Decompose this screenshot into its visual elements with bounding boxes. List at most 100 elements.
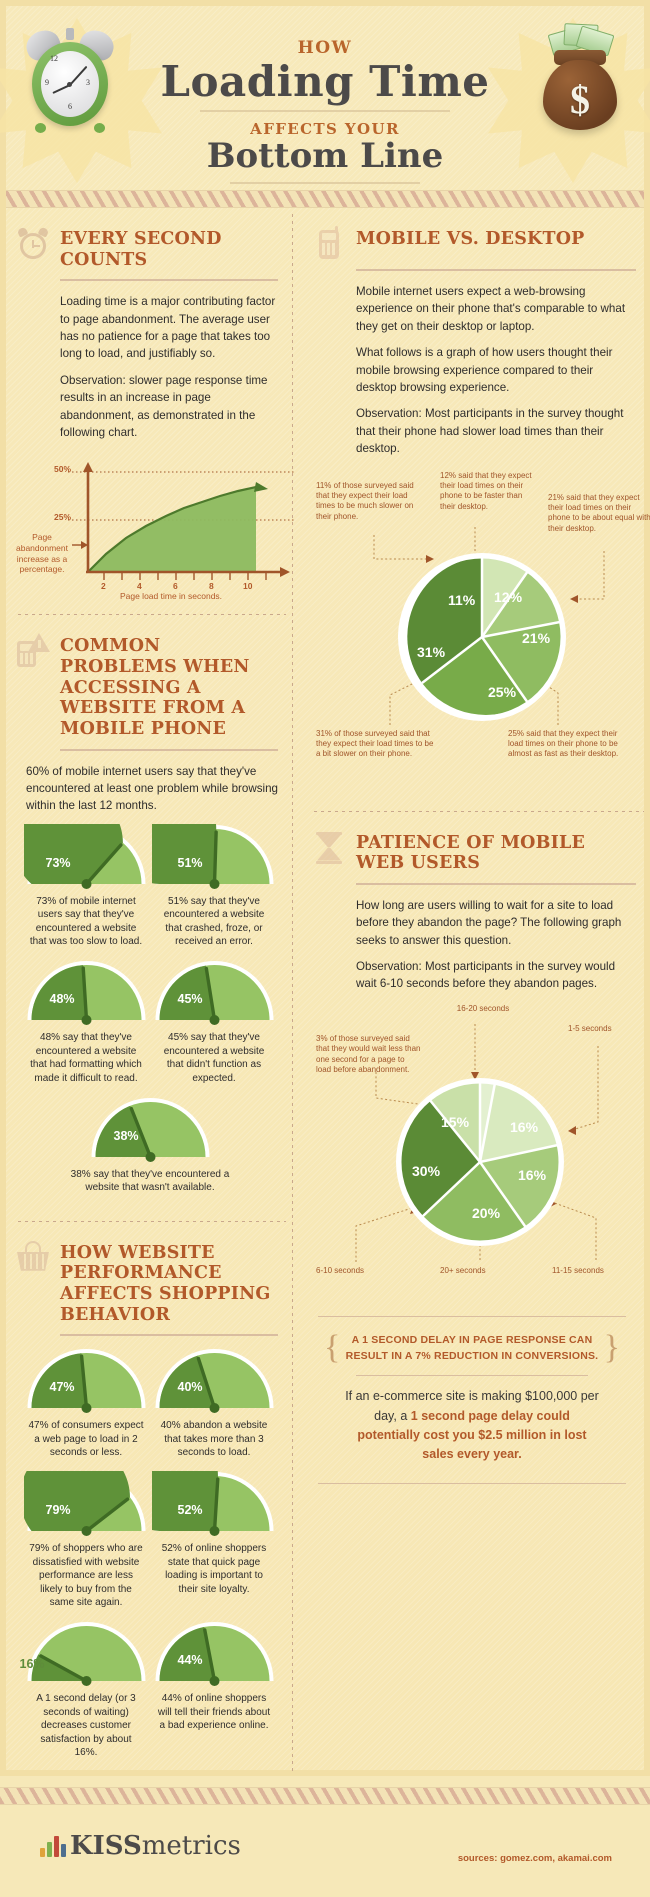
kissmetrics-logo[interactable]: KISSmetrics [40,1831,241,1861]
gauge-caption: 79% of shoppers who are dissatisfied wit… [29,1543,143,1608]
cta-body-pre: If an e-commerce site is making $100,000… [345,1389,599,1423]
x-tick-4: 4 [137,581,142,592]
pie-label-31: 31% [417,643,446,660]
gauge-item: 51% 51% say that they've encountered a w… [105,773,278,949]
annotation-bit-slower: 31% of those surveyed said that they exp… [316,728,434,759]
gauge-value: 45% [177,992,203,1007]
alarm-clock-illustration: 12 3 6 9 [21,25,119,133]
section-common-problems: COMMON PROBLEMS WHEN ACCESSING A WEBSITE… [12,615,292,1216]
pie-label-11: 11% [448,591,476,608]
gauge-value: 73% [45,855,71,870]
gauge-item: 73% 73% of mobile internet users say tha… [12,787,150,949]
logo-sub: metrics [141,1831,241,1862]
annotation-almost-as-fast: 25% said that they expect their load tim… [508,728,619,759]
mobile-vs-desktop-pie: 11% of those surveyed said that they exp… [312,467,650,797]
sources-text: sources: gomez.com, akamai.com [458,1853,612,1864]
gauge-svg [12,787,145,889]
x-axis-label: Page load time in seconds. [119,591,223,602]
gauge-value: 40% [177,1380,203,1395]
gauge-item: 52% 52% of online shoppers state that qu… [107,1421,278,1609]
cta-body-bold: 1 second page delay could potentially co… [357,1408,587,1462]
gauge-value: 44% [177,1653,203,1668]
gauge-svg [19,1442,145,1537]
annotation-1-5-seconds: 1-5 seconds [568,1023,612,1033]
shopping-behavior-gauges: 47% 47% of consumers expect a web page t… [16,1348,278,1771]
title-kicker: HOW [297,38,353,58]
gauge-79: 79% [19,1442,149,1537]
left-column: EVERY SECOND COUNTS Loading time is a ma… [0,208,294,1781]
section-title: MOBILE VS. DESKTOP [356,229,585,249]
gauge-caption: 48% say that they've encountered a websi… [30,1032,142,1084]
section-title: EVERY SECOND COUNTS [60,229,222,270]
divider [314,810,644,812]
gauge-48: 48% [24,960,149,1026]
pie-label-12: 12% [494,588,523,605]
gauge-svg [105,773,273,889]
section-patience: PATIENCE OF MOBILE WEB USERS How long ar… [308,812,650,1504]
paragraph: Observation: slower page response time r… [60,373,268,440]
gauge-item: 79% 79% of shoppers who are dissatisfied… [19,1442,150,1609]
gauge-item: 40% 40% abandon a website that takes mor… [150,1348,278,1459]
title-block: HOW Loading Time AFFECTS YOUR Bottom Lin… [0,38,650,184]
gauge-svg [27,1622,145,1687]
hatch-divider-top [0,190,650,208]
clock-number-9: 9 [45,78,49,87]
annotation-6-10-seconds: 6-10 seconds [316,1265,365,1275]
pie-label-15: 15% [441,1113,470,1130]
gauge-caption: A 1 second delay (or 3 seconds of waitin… [36,1693,136,1758]
paragraph: What follows is a graph of how users tho… [356,346,613,394]
common-problems-gauges: 73% 73% of mobile internet users say tha… [12,773,278,1207]
gauge-45: 45% [152,960,277,1026]
section-title: HOW WEBSITE PERFORMANCE AFFECTS SHOPPING… [60,1242,271,1325]
header: 12 3 6 9 $ HOW Loading Time AFFECTS YOUR… [0,0,650,190]
gauge-caption: 52% of online shoppers state that quick … [161,1543,267,1595]
gauge-caption: 73% of mobile internet users say that th… [29,895,143,947]
paragraph: Observation: Most participants in the su… [356,407,624,456]
annotation-faster: 12% said that they expect their load tim… [440,470,532,511]
sources-label: sources: [457,1853,501,1865]
gauge-value: 38% [113,1128,139,1143]
gauge-44: 44% [152,1621,277,1687]
paragraph: How long are users willing to wait for a… [356,898,622,947]
gauge-item: 38% 38% say that they've encountered a w… [22,1097,278,1195]
title-kicker-2: AFFECTS YOUR [250,120,400,139]
annotation-11-15-seconds: 11-15 seconds [552,1265,604,1275]
y-axis-label: Page abandonment increase as a percentag… [16,532,68,575]
money-bag-illustration: $ [538,23,622,134]
divider [18,614,286,616]
gauge-svg [91,1097,209,1162]
clock-number-3: 3 [86,78,90,87]
gauge-value: 52% [177,1503,203,1518]
logo-main: KISS [70,1831,142,1862]
gauge-52: 52% [107,1421,277,1537]
brace-right-icon: } [603,1328,620,1366]
gauge-svg [155,1622,273,1687]
paragraph: Observation: Most participants in the su… [356,959,616,991]
paragraph: Mobile internet users expect a web-brows… [356,285,626,333]
section-title: PATIENCE OF MOBILE WEB USERS [356,832,586,874]
x-tick-10: 10 [243,581,253,592]
gauge-caption: 47% of consumers expect a web page to lo… [28,1420,144,1459]
page-title: Loading Time [160,57,490,106]
x-tick-6: 6 [173,581,178,592]
gauge-caption: 40% abandon a website that takes more th… [160,1420,268,1459]
gauge-svg [27,1349,145,1414]
gauge-item: 45% 45% say that they've encountered a w… [150,960,278,1085]
dollar-sign-icon: $ [570,77,590,122]
pie-svg-2 [355,1023,599,1262]
paragraph: Loading time is a major contributing fac… [60,295,276,361]
gauge-47: 47% [24,1348,149,1414]
logo-bars-icon [40,1835,66,1858]
gauge-item: 16% A 1 second delay (or 3 seconds of wa… [20,1621,150,1759]
gauge-40: 40% [152,1348,277,1414]
footer: KISSmetrics sources: gomez.com, akamai.c… [0,1805,650,1897]
cta-box: { } A 1 SECOND DELAY IN PAGE RESPONSE CA… [318,1315,626,1484]
gauge-caption: 45% say that they've encountered a websi… [163,1032,265,1084]
gauge-38: 38% [88,1097,213,1163]
pie-label-20: 20% [472,1204,501,1221]
logo-text: KISSmetrics [70,1831,241,1861]
paragraph: 60% of mobile internet users say that th… [26,764,278,813]
gauge-value: 47% [49,1380,75,1395]
page-abandonment-chart: 50% 25% Page abandonment increase as a p… [16,450,294,602]
